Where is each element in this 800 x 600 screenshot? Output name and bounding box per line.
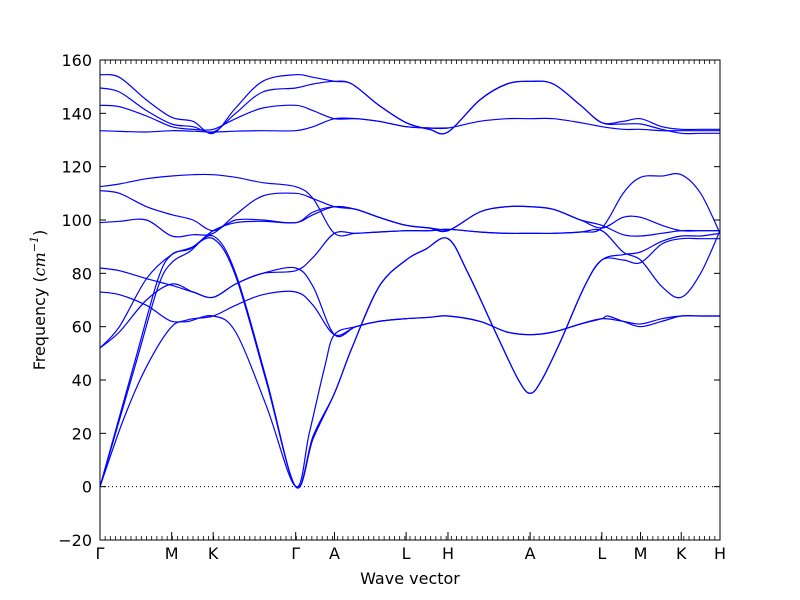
y-ticks-layer: −20 0 20 40 60 80 100 120 140 160: [58, 51, 720, 550]
x-tick-label: H: [714, 544, 726, 563]
band-line-12: [100, 104, 448, 131]
y-axis-label-unit-sup: −1: [28, 236, 41, 252]
y-tick-label: 100: [61, 211, 92, 230]
x-tick-label: M: [634, 544, 648, 563]
y-tick-label: 160: [61, 51, 92, 70]
x-axis-label: Wave vector: [360, 569, 460, 588]
x-tick-label: Γ: [291, 544, 300, 563]
x-tick-label: K: [676, 544, 687, 563]
band-line-14: [100, 73, 720, 135]
x-tick-label: A: [525, 544, 536, 563]
x-tick-label: H: [442, 544, 454, 563]
bands-layer: [100, 73, 720, 489]
y-tick-label: 120: [61, 158, 92, 177]
y-tick-label: 140: [61, 104, 92, 123]
band-line-10: [100, 172, 720, 237]
y-tick-label: 0: [82, 478, 92, 497]
band-line-7: [100, 266, 407, 338]
y-tick-label: 20: [72, 424, 92, 443]
x-tick-label: Γ: [96, 544, 105, 563]
x-tick-label: M: [165, 544, 179, 563]
y-axis-label-main: Frequency (: [30, 276, 49, 370]
y-tick-label: 40: [72, 371, 92, 390]
y-axis-label-close: ): [30, 230, 49, 236]
band-line-4: [100, 290, 720, 337]
y-tick-label: −20: [58, 531, 92, 550]
y-axis-label-unit: cm: [30, 252, 49, 276]
x-tick-label: L: [597, 544, 606, 563]
y-axis-label: Frequency (cm−1): [28, 230, 49, 371]
x-tick-label: K: [208, 544, 219, 563]
band-line-9: [100, 190, 449, 232]
x-tick-label: L: [402, 544, 411, 563]
x-tick-label: A: [329, 544, 340, 563]
y-tick-label: 80: [72, 264, 92, 283]
y-tick-label: 60: [72, 318, 92, 337]
